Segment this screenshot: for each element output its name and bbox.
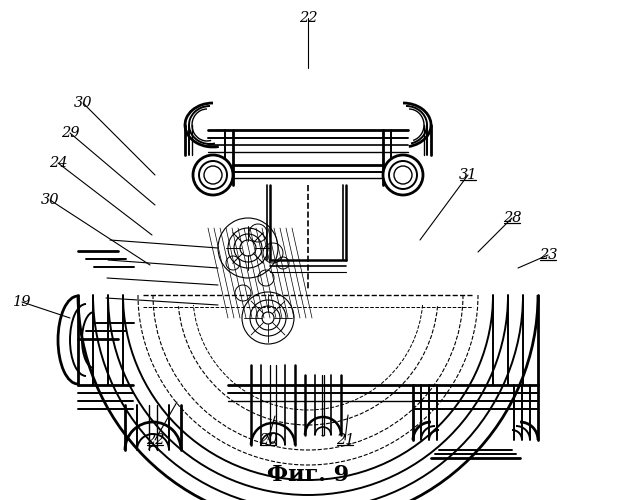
- Text: 30: 30: [74, 96, 93, 110]
- Text: 23: 23: [539, 248, 557, 262]
- Circle shape: [199, 161, 227, 189]
- Text: 24: 24: [49, 156, 67, 170]
- Text: 29: 29: [60, 126, 79, 140]
- Text: 22: 22: [299, 11, 317, 25]
- Circle shape: [193, 155, 233, 195]
- Text: 31: 31: [459, 168, 478, 182]
- Text: 28: 28: [503, 211, 521, 225]
- Text: Фиг. 9: Фиг. 9: [267, 464, 349, 486]
- Text: 20: 20: [259, 433, 277, 447]
- Circle shape: [383, 155, 423, 195]
- Text: 19: 19: [13, 295, 31, 309]
- Circle shape: [389, 161, 417, 189]
- Text: 30: 30: [41, 193, 59, 207]
- Circle shape: [394, 166, 412, 184]
- Text: 21: 21: [336, 433, 354, 447]
- Text: 22: 22: [146, 433, 164, 447]
- Circle shape: [204, 166, 222, 184]
